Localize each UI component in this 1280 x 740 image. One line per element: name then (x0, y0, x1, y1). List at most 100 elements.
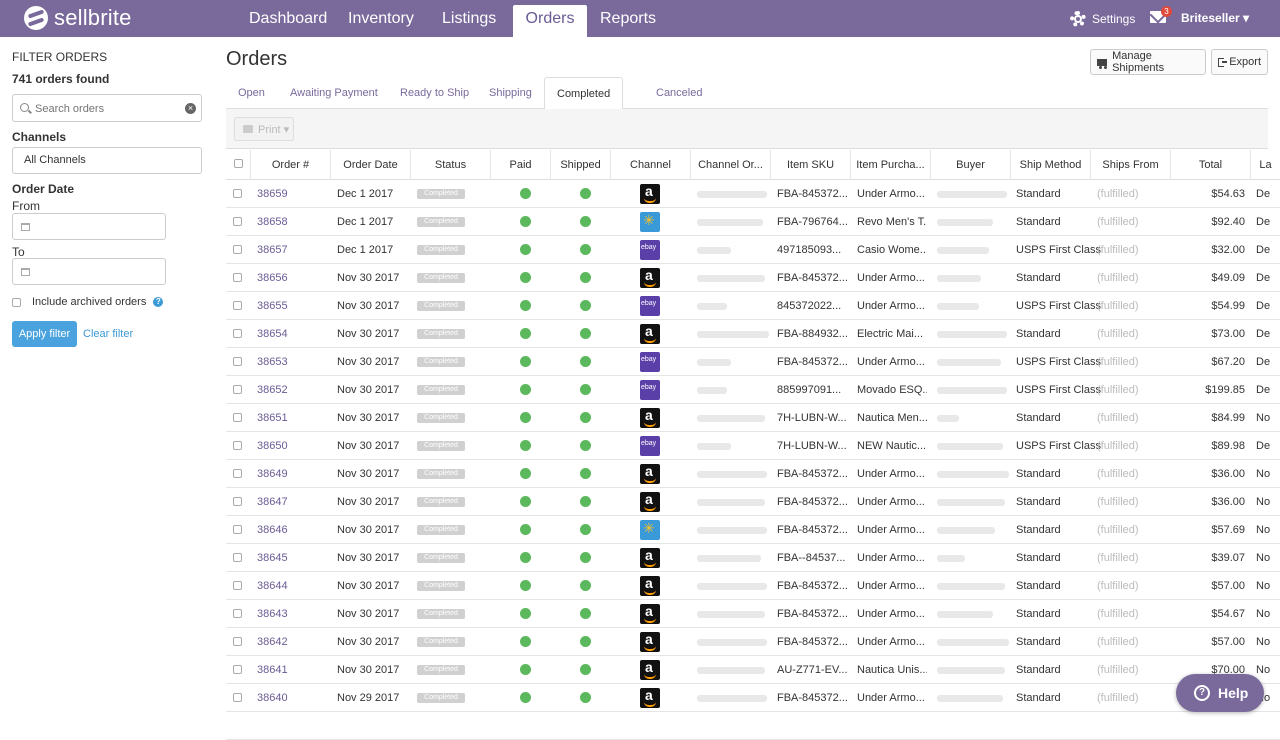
settings-link[interactable]: Settings (1070, 0, 1135, 37)
table-row[interactable]: 38655 Nov 30 2017 Completed 845372022... Und… (226, 292, 1280, 320)
table-row[interactable]: 38641 Nov 30 2017 Completed AU-Z771-EV... Na… (226, 656, 1280, 684)
row-checkbox[interactable] (233, 497, 242, 506)
tab-open[interactable]: Open (238, 87, 265, 99)
row-checkbox[interactable] (233, 469, 242, 478)
nav-tab-reports[interactable]: Reports (600, 10, 657, 27)
order-number-link[interactable]: 38659 (257, 188, 288, 200)
to-date-input[interactable] (12, 258, 166, 285)
col-item-purchased[interactable]: Item Purcha... (850, 150, 930, 180)
order-number-link[interactable]: 38641 (257, 664, 288, 676)
tab-ready-to-ship[interactable]: Ready to Ship (400, 87, 470, 99)
tab-completed[interactable]: Completed (544, 77, 624, 110)
table-row[interactable]: 38652 Nov 30 2017 Completed 885997091... Mov… (226, 376, 1280, 404)
row-checkbox[interactable] (233, 693, 242, 702)
row-checkbox[interactable] (233, 637, 242, 646)
order-number-link[interactable]: 38653 (257, 356, 288, 368)
col-paid[interactable]: Paid (490, 150, 550, 180)
nav-tab-orders[interactable]: Orders (513, 5, 587, 37)
clear-search-icon[interactable]: × (185, 103, 196, 114)
nav-tab-dashboard[interactable]: Dashboard (249, 10, 328, 27)
sellbrite-logo[interactable]: sellbrite (24, 4, 132, 32)
nav-tab-listings[interactable]: Listings (442, 10, 497, 27)
table-row[interactable]: 38656 Nov 30 2017 Completed FBA-845372... Un… (226, 264, 1280, 292)
col-item-sku[interactable]: Item SKU (770, 150, 850, 180)
clear-filter-link[interactable]: Clear filter (83, 328, 134, 340)
table-row[interactable] (226, 712, 1280, 740)
col-buyer[interactable]: Buyer (930, 150, 1010, 180)
export-button[interactable]: Export (1211, 49, 1268, 75)
order-number-link[interactable]: 38644 (257, 580, 288, 592)
include-archived-checkbox[interactable] (12, 297, 21, 307)
row-checkbox[interactable] (233, 413, 242, 422)
help-question-icon[interactable]: ? (153, 297, 164, 307)
row-checkbox[interactable] (233, 217, 242, 226)
tab-canceled[interactable]: Canceled (656, 87, 703, 99)
row-checkbox[interactable] (233, 525, 242, 534)
table-row[interactable]: 38657 Dec 1 2017 Completed 497185093... Casi… (226, 236, 1280, 264)
order-number-link[interactable]: 38652 (257, 384, 288, 396)
order-number-link[interactable]: 38643 (257, 608, 288, 620)
row-checkbox[interactable] (233, 385, 242, 394)
order-number-link[interactable]: 38651 (257, 412, 288, 424)
table-row[interactable]: 38647 Nov 30 2017 Completed FBA-845372... Un… (226, 488, 1280, 516)
table-row[interactable]: 38658 Dec 1 2017 Completed FBA-796764... Rev… (226, 208, 1280, 236)
order-number-link[interactable]: 38658 (257, 216, 288, 228)
row-checkbox[interactable] (233, 441, 242, 450)
table-row[interactable]: 38645 Nov 30 2017 Completed FBA--84537... Un… (226, 544, 1280, 572)
table-row[interactable]: 38653 Nov 30 2017 Completed FBA-845372... Un… (226, 348, 1280, 376)
col-order-date[interactable]: Order Date (330, 150, 410, 180)
col-status[interactable]: Status (410, 150, 490, 180)
col-ships-from[interactable]: Ships From (1090, 150, 1170, 180)
col-last[interactable]: La (1250, 150, 1280, 180)
from-date-input[interactable] (12, 213, 166, 240)
order-number-link[interactable]: 38656 (257, 272, 288, 284)
order-number-link[interactable]: 38647 (257, 496, 288, 508)
table-row[interactable]: 38643 Nov 30 2017 Completed FBA-845372... Un… (226, 600, 1280, 628)
row-checkbox[interactable] (233, 553, 242, 562)
user-menu[interactable]: Briteseller ▾ (1181, 11, 1250, 25)
table-row[interactable]: 38659 Dec 1 2017 Completed FBA-845372... Und… (226, 180, 1280, 208)
row-checkbox[interactable] (233, 273, 242, 282)
table-row[interactable]: 38646 Nov 30 2017 Completed FBA-845372... Un… (226, 516, 1280, 544)
table-row[interactable]: 38649 Nov 30 2017 Completed FBA-845372... Un… (226, 460, 1280, 488)
row-checkbox[interactable] (233, 245, 242, 254)
col-ship-method[interactable]: Ship Method (1010, 150, 1090, 180)
select-all-checkbox[interactable] (233, 159, 243, 168)
col-channel[interactable]: Channel (610, 150, 690, 180)
row-checkbox[interactable] (233, 609, 242, 618)
order-number-link[interactable]: 38655 (257, 300, 288, 312)
col-channel-order[interactable]: Channel Or... (690, 150, 770, 180)
order-number-link[interactable]: 38649 (257, 468, 288, 480)
row-checkbox[interactable] (233, 301, 242, 310)
order-number-link[interactable]: 38646 (257, 524, 288, 536)
tab-shipping[interactable]: Shipping (489, 87, 532, 99)
row-checkbox[interactable] (233, 357, 242, 366)
row-checkbox[interactable] (233, 329, 242, 338)
search-input[interactable] (35, 101, 185, 117)
col-total[interactable]: Total (1170, 150, 1250, 180)
col-order-number[interactable]: Order # (250, 150, 330, 180)
table-row[interactable]: 38642 Nov 30 2017 Completed FBA-845372... Un… (226, 628, 1280, 656)
row-checkbox[interactable] (233, 665, 242, 674)
table-row[interactable]: 38640 Nov 29 2017 Completed FBA-845372... Un… (226, 684, 1280, 712)
table-row[interactable]: 38644 Nov 30 2017 Completed FBA-845372... Un… (226, 572, 1280, 600)
table-row[interactable]: 38650 Nov 30 2017 Completed 7H-LUBN-W... NEW… (226, 432, 1280, 460)
channels-select[interactable]: All Channels (12, 147, 202, 174)
manage-shipments-button[interactable]: Manage Shipments (1090, 49, 1206, 75)
col-shipped[interactable]: Shipped (550, 150, 610, 180)
order-number-link[interactable]: 38645 (257, 552, 288, 564)
order-number-link[interactable]: 38657 (257, 244, 288, 256)
nav-tab-inventory[interactable]: Inventory (348, 10, 414, 27)
apply-filter-button[interactable]: Apply filter (12, 321, 77, 347)
row-checkbox[interactable] (233, 189, 242, 198)
print-button[interactable]: Print ▾ (234, 117, 294, 141)
row-checkbox[interactable] (233, 581, 242, 590)
order-number-link[interactable]: 38640 (257, 692, 288, 704)
order-number-link[interactable]: 38650 (257, 440, 288, 452)
table-row[interactable]: 38651 Nov 30 2017 Completed 7H-LUBN-W... Nau… (226, 404, 1280, 432)
order-number-link[interactable]: 38654 (257, 328, 288, 340)
tab-awaiting-payment[interactable]: Awaiting Payment (290, 87, 378, 99)
order-number-link[interactable]: 38642 (257, 636, 288, 648)
table-row[interactable]: 38654 Nov 30 2017 Completed FBA-884932... El… (226, 320, 1280, 348)
help-button[interactable]: ? Help (1176, 674, 1264, 712)
